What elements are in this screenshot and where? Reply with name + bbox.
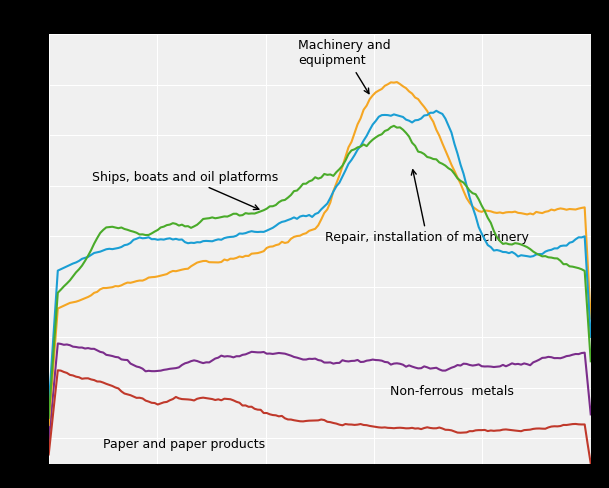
Text: Machinery and
equipment: Machinery and equipment (298, 40, 390, 94)
Text: Paper and paper products: Paper and paper products (103, 438, 265, 451)
Text: Repair, installation of machinery: Repair, installation of machinery (325, 170, 529, 244)
Text: Ships, boats and oil platforms: Ships, boats and oil platforms (92, 171, 278, 209)
Text: Non-ferrous  metals: Non-ferrous metals (390, 386, 514, 398)
